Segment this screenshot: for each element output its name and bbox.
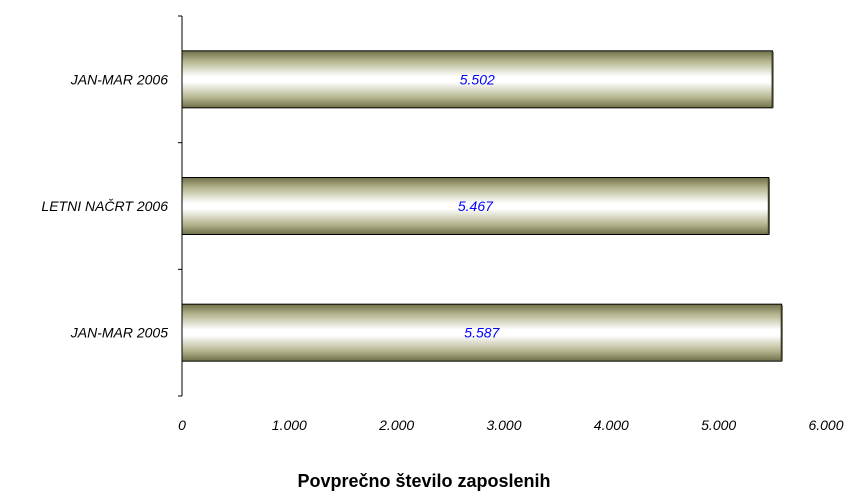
- category-label: JAN-MAR 2006: [70, 71, 168, 87]
- x-tick-label: 0: [178, 417, 186, 433]
- axes-layer: [178, 16, 182, 396]
- x-tick-label: 5.000: [701, 417, 736, 433]
- x-tick-label: 3.000: [486, 417, 521, 433]
- labels-layer: JAN-MAR 2006 5.502 LETNI NAČRT 2006 5.467 JA…: [41, 71, 843, 433]
- bar-edge: [768, 179, 770, 235]
- x-tick-label: 1.000: [272, 417, 307, 433]
- value-label: 5.502: [460, 71, 495, 87]
- bar-edge: [781, 305, 783, 361]
- category-label: JAN-MAR 2005: [70, 325, 168, 341]
- x-tick-label: 4.000: [594, 417, 629, 433]
- category-label: LETNI NAČRT 2006: [41, 198, 168, 214]
- chart-title: Povprečno število zaposlenih: [297, 471, 550, 491]
- value-label: 5.587: [464, 325, 500, 341]
- x-tick-label: 6.000: [808, 417, 843, 433]
- bar-edge: [772, 52, 774, 108]
- x-tick-label: 2.000: [378, 417, 414, 433]
- value-label: 5.467: [458, 198, 494, 214]
